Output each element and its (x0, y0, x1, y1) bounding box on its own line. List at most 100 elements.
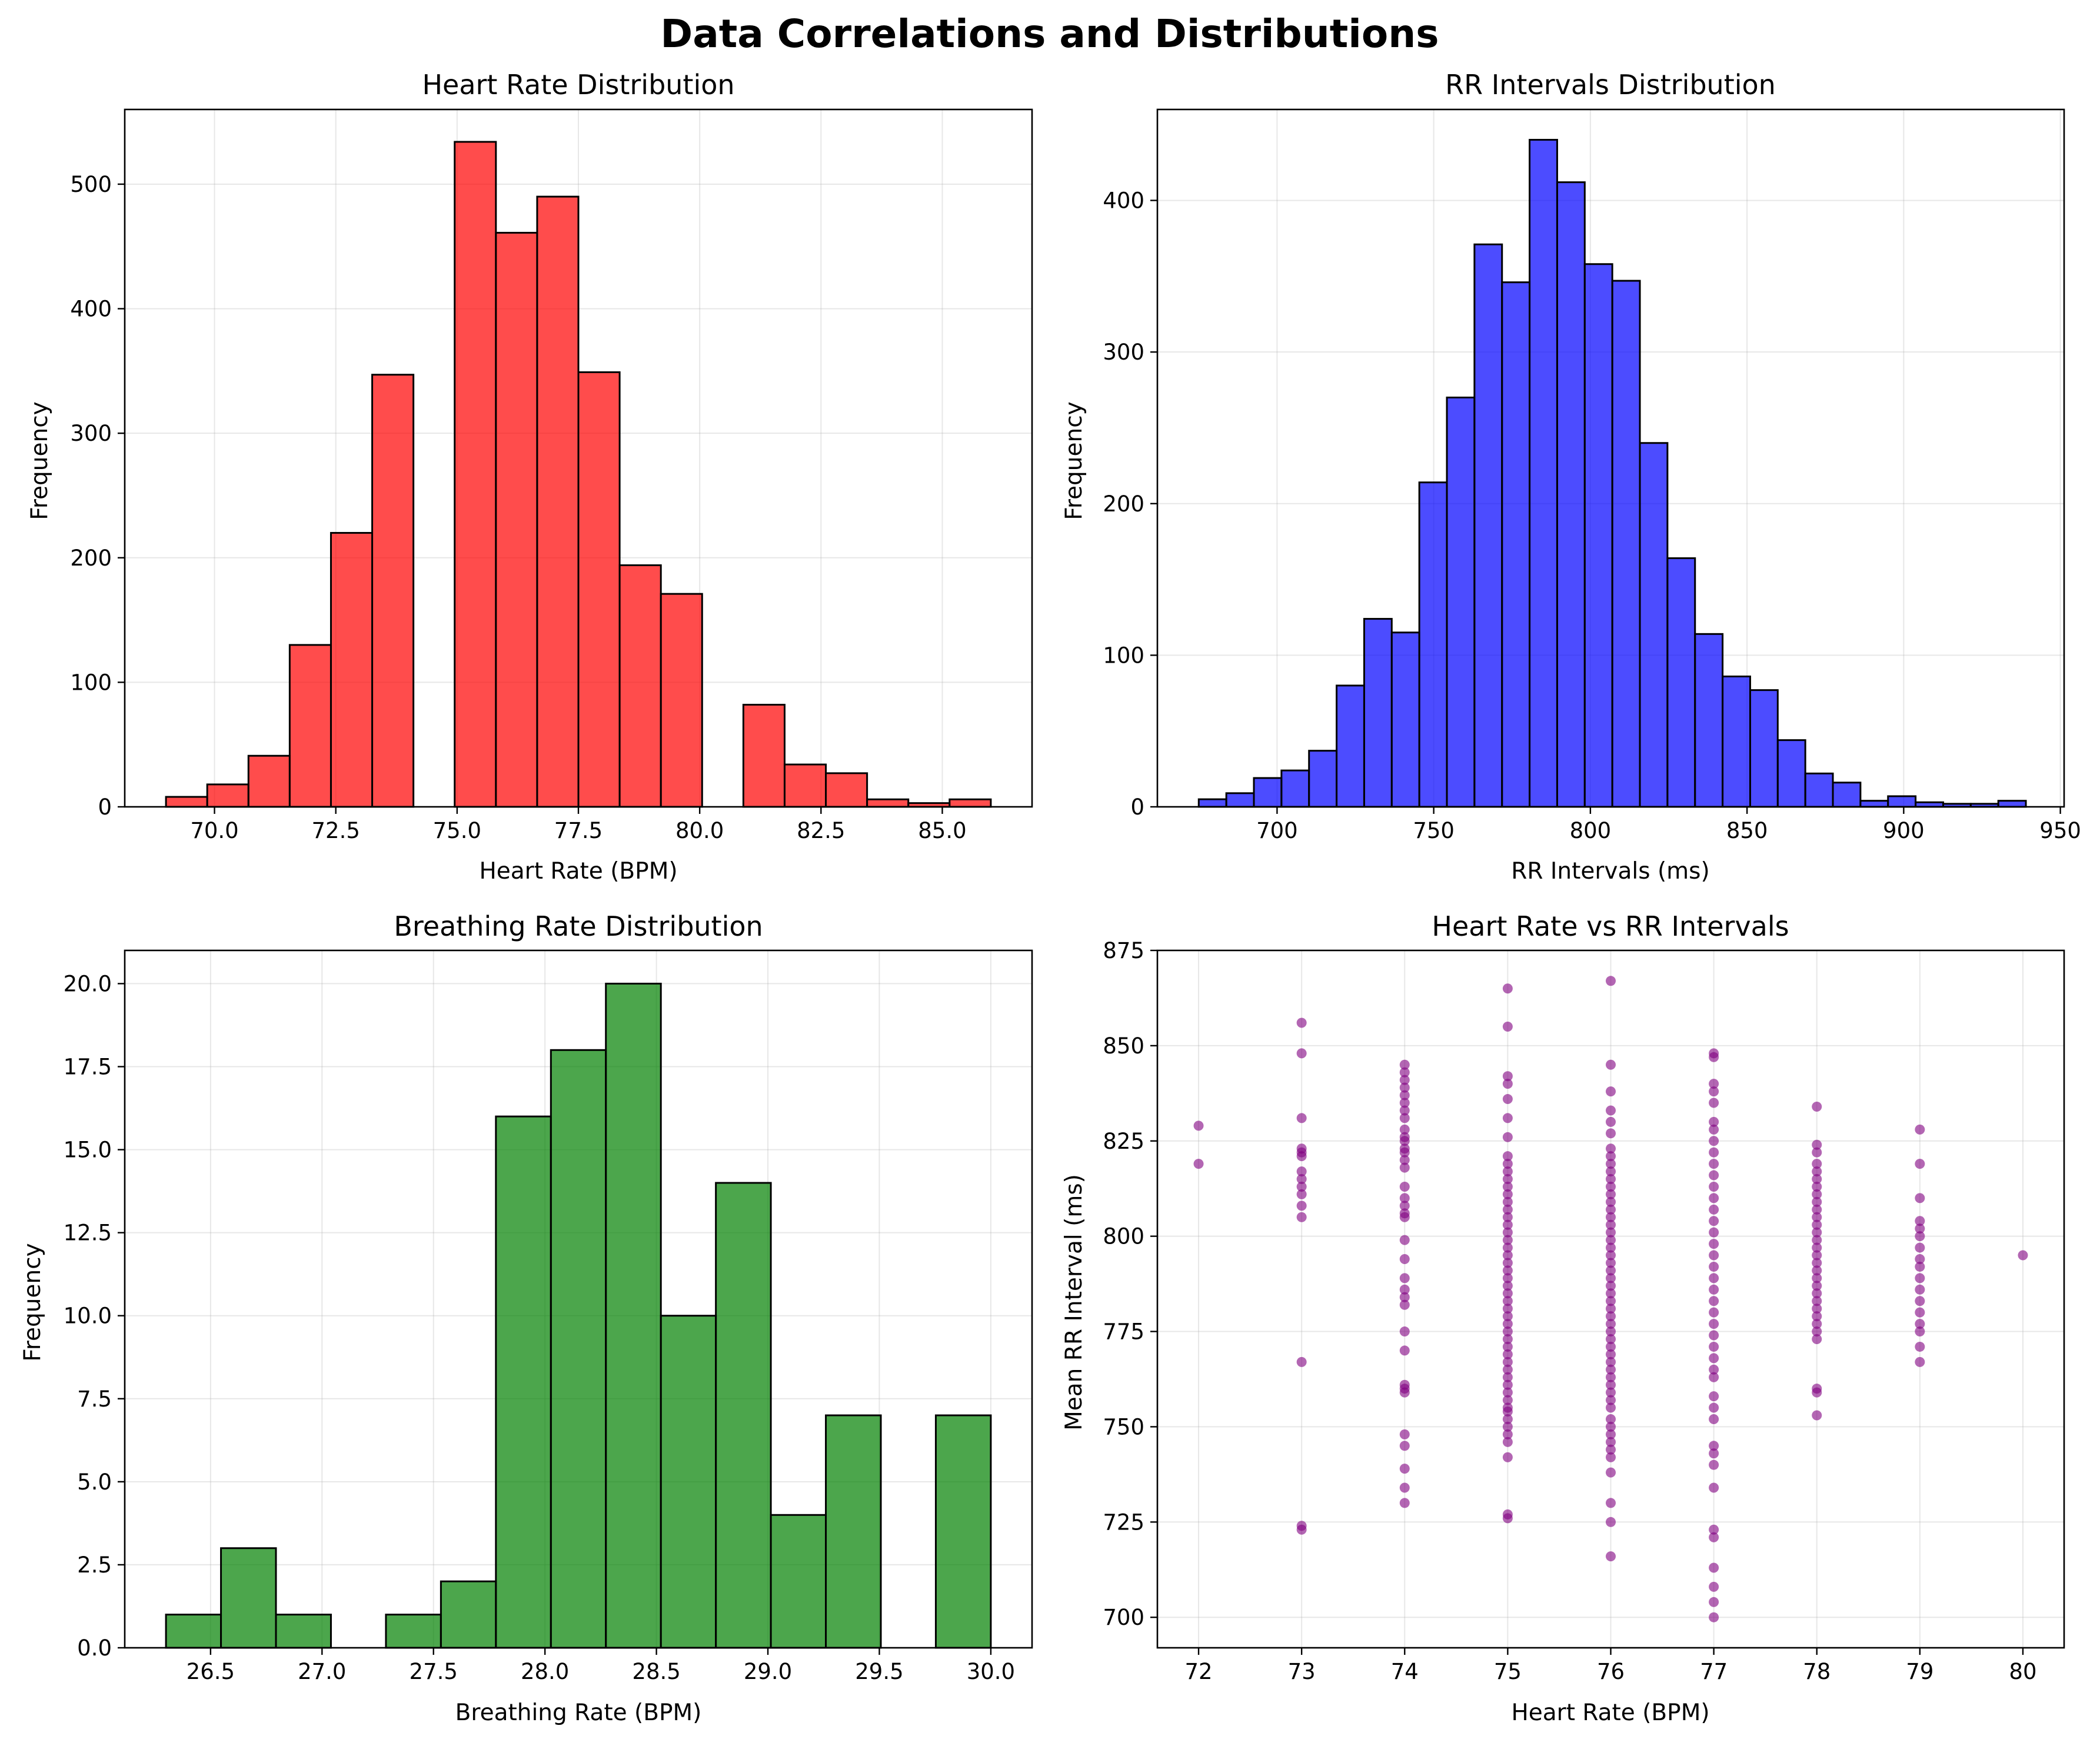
scatter-point (1606, 1189, 1616, 1199)
scatter-point (1502, 1094, 1513, 1105)
scatter-point (1915, 1159, 1925, 1169)
histogram-bar (825, 1414, 882, 1649)
scatter-point (1606, 1181, 1616, 1192)
scatter-point (1502, 1189, 1513, 1199)
scatter-point (1812, 1258, 1822, 1268)
scatter-point (1502, 1181, 1513, 1192)
scatter-point (1812, 1311, 1822, 1322)
histogram-bar (618, 564, 662, 808)
scatter-point (1399, 1326, 1410, 1337)
scatter-point (1502, 1258, 1513, 1268)
y-tick-label: 100 (1103, 643, 1144, 668)
y-tick-label: 0.0 (77, 1635, 112, 1661)
scatter-point (1915, 1216, 1925, 1226)
y-tick-label: 15.0 (64, 1138, 112, 1163)
scatter-point (1709, 1296, 1719, 1306)
scatter-point (1606, 1258, 1616, 1268)
scatter-point (1502, 1022, 1513, 1032)
scatter-point (1812, 1265, 1822, 1276)
scatter-point (1812, 1159, 1822, 1169)
scatter-point (1915, 1307, 1925, 1318)
scatter-point (1502, 1372, 1513, 1382)
histogram-bar (1749, 689, 1779, 808)
scatter-point (1502, 1196, 1513, 1207)
scatter-point (1502, 1071, 1513, 1082)
y-tick-label: 700 (1103, 1605, 1144, 1630)
histogram-bar (742, 703, 786, 808)
scatter-point (1606, 1311, 1616, 1322)
scatter-point (1399, 1105, 1410, 1116)
rr-intervals-histogram-title: RR Intervals Distribution (1445, 69, 1776, 101)
x-tick-label: 80.0 (675, 818, 724, 843)
scatter-point (1606, 1196, 1616, 1207)
scatter-point (1606, 1319, 1616, 1329)
scatter-point (1606, 1174, 1616, 1185)
x-tick-label: 72 (1184, 1659, 1212, 1684)
scatter-point (1502, 1304, 1513, 1314)
scatter-point (1709, 1364, 1719, 1375)
rr-intervals-histogram-plot-area: 700 750 800 850 900 950 0 100 200 300 400 (1103, 108, 2081, 843)
histogram-bar (536, 195, 580, 808)
histogram-bar (783, 763, 827, 808)
scatter-point (1709, 1193, 1719, 1203)
histogram-bar (165, 1614, 222, 1649)
x-tick-label: 73 (1288, 1659, 1316, 1684)
scatter-point (1709, 1414, 1719, 1424)
scatter-point (1399, 1132, 1410, 1142)
y-tick-label: 5.0 (77, 1469, 112, 1495)
scatter-point (1709, 1147, 1719, 1158)
heart-rate-vs-rr-scatter-ticks: 72 73 74 75 76 77 78 79 80 700 725 750 775 800 825 850 8… (1103, 938, 2036, 1684)
heart-rate-histogram-x-axis-label: Heart Rate (BPM) (479, 858, 677, 885)
scatter-point (1606, 1372, 1616, 1382)
scatter-point (1502, 1319, 1513, 1329)
scatter-point (1709, 1448, 1719, 1459)
histogram-bar (1804, 772, 1834, 808)
scatter-point (1812, 1174, 1822, 1185)
scatter-point (1812, 1281, 1822, 1291)
scatter-point (1606, 1444, 1616, 1455)
histogram-bar (660, 1315, 717, 1649)
x-tick-label: 80 (2009, 1659, 2036, 1684)
x-tick-label: 77.5 (554, 818, 603, 843)
scatter-point (1606, 1128, 1616, 1139)
histogram-bar (825, 772, 868, 808)
scatter-point (1915, 1273, 1925, 1284)
histogram-bar (1556, 181, 1586, 808)
scatter-point (1606, 1517, 1616, 1527)
breathing-rate-histogram-y-axis-label: Frequency (19, 1243, 46, 1361)
scatter-point (1709, 1459, 1719, 1470)
scatter-point (1606, 1166, 1616, 1177)
x-tick-label: 750 (1413, 818, 1455, 843)
scatter-point (1915, 1326, 1925, 1337)
scatter-point (1502, 1326, 1513, 1337)
x-tick-label: 79 (1906, 1659, 1933, 1684)
y-tick-label: 7.5 (77, 1386, 112, 1412)
scatter-point (1709, 1597, 1719, 1607)
histogram-bar (1776, 739, 1806, 808)
histogram-bar (440, 1580, 497, 1649)
scatter-point (1296, 1018, 1307, 1028)
scatter-point (1606, 1265, 1616, 1276)
scatter-point (1606, 1143, 1616, 1154)
histogram-bar (577, 371, 621, 808)
scatter-point (1709, 1532, 1719, 1542)
scatter-point (1399, 1464, 1410, 1474)
heart-rate-vs-rr-scatter-title: Heart Rate vs RR Intervals (1432, 910, 1789, 942)
x-tick-label: 29.0 (744, 1659, 792, 1684)
histogram-bar (1446, 396, 1476, 808)
scatter-point (1709, 1098, 1719, 1108)
scatter-point (1502, 1273, 1513, 1284)
scatter-point (1502, 1334, 1513, 1344)
scatter-point (1606, 1334, 1616, 1344)
x-tick-label: 27.0 (298, 1659, 346, 1684)
scatter-point (1606, 1387, 1616, 1398)
histogram-bar (949, 798, 992, 808)
scatter-point (1915, 1124, 1925, 1135)
scatter-point (1502, 1288, 1513, 1299)
scatter-point (1709, 1391, 1719, 1402)
y-tick-label: 850 (1103, 1033, 1144, 1059)
scatter-point (1606, 1219, 1616, 1230)
scatter-point (1709, 1372, 1719, 1382)
scatter-point (1606, 1414, 1616, 1424)
scatter-point (1915, 1261, 1925, 1272)
